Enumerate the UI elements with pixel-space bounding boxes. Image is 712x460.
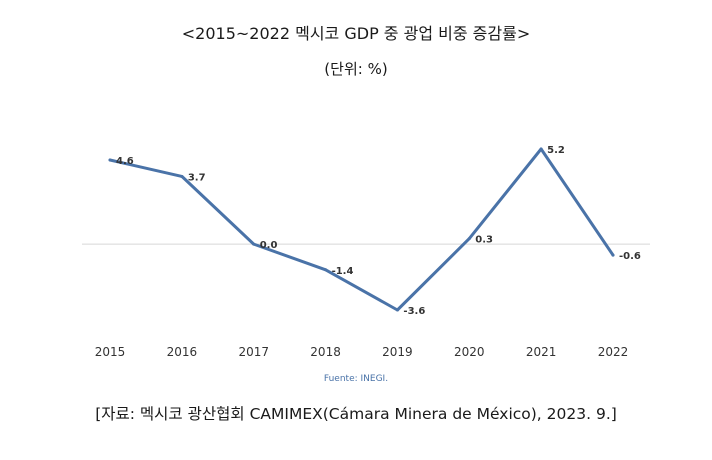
data-label: 0.3 [475,235,493,246]
x-tick-label: 2022 [598,345,629,359]
chart-subtitle: (단위: %) [324,60,388,78]
x-tick-label: 2020 [454,345,485,359]
data-label: 0.0 [260,240,278,251]
data-label: 3.7 [188,172,206,183]
x-tick-label: 2019 [382,345,413,359]
x-axis-ticks: 2015 2016 2017 2018 2019 2020 2021 2022 [95,345,629,359]
series-line [108,147,615,312]
x-tick-label: 2018 [310,345,341,359]
data-point [395,308,399,312]
footer-citation: [자료: 멕시코 광산협회 CAMIMEX(Cámara Minera de M… [95,405,617,423]
data-point [611,253,615,257]
x-tick-label: 2021 [526,345,557,359]
data-label: 4.6 [116,156,134,167]
x-tick-label: 2017 [238,345,269,359]
x-tick-label: 2016 [167,345,198,359]
data-points [108,147,615,312]
data-label: -3.6 [403,306,425,317]
data-point [324,268,328,272]
x-tick-label: 2015 [95,345,126,359]
data-label: 5.2 [547,145,565,156]
data-point [539,147,543,151]
data-point [108,158,112,162]
source-note: Fuente: INEGI. [323,374,389,384]
data-label: -1.4 [332,266,354,277]
data-label: -0.6 [619,251,641,262]
data-point [252,242,256,246]
data-point [467,237,471,241]
data-point [180,174,184,178]
data-labels: 4.6 3.7 0.0 -1.4 -3.6 0.3 5.2 -0.6 [116,145,641,317]
chart-title: <2015~2022 멕시코 GDP 중 광업 비중 증감률> [181,24,531,43]
